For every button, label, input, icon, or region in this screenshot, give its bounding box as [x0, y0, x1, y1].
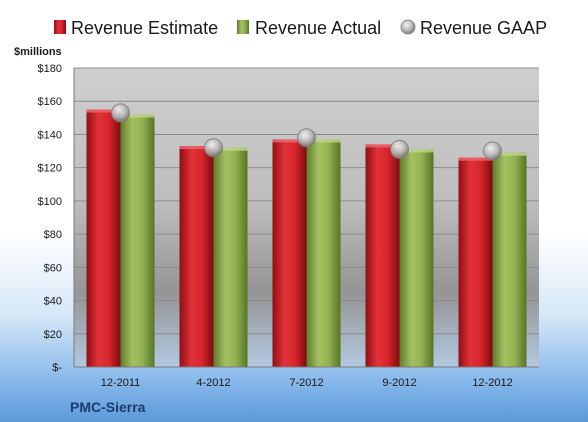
bar-revenue-actual	[399, 149, 434, 367]
bar-revenue-actual-cap	[306, 139, 341, 143]
y-tick-label: $20	[44, 329, 62, 341]
y-tick-label: $-	[52, 362, 62, 374]
bar-revenue-estimate-cap	[179, 146, 214, 150]
x-axis-tick-labels: 12-2011 4-2012 7-2012 9-2012 12-2012	[101, 377, 513, 389]
bars	[86, 109, 527, 368]
x-tick-label: 9-2012	[382, 377, 416, 389]
bar-revenue-actual	[213, 147, 248, 367]
x-tick-label: 4-2012	[196, 377, 230, 389]
bar-revenue-estimate-cap	[365, 144, 400, 148]
bar-revenue-actual-cap	[213, 147, 248, 151]
bar-revenue-actual-cap	[120, 114, 155, 118]
bar-revenue-estimate	[272, 139, 307, 367]
marker-revenue-gaap	[297, 128, 316, 148]
bar-revenue-actual	[492, 152, 527, 367]
company-name: PMC-Sierra	[70, 399, 146, 415]
legend-label-gaap: Revenue GAAP	[420, 18, 547, 38]
bar-revenue-estimate	[365, 144, 400, 367]
x-tick-label: 12-2011	[101, 377, 141, 389]
y-tick-label: $180	[38, 63, 62, 75]
y-axis-tick-labels: $- $20 $40 $60 $80 $100 $120 $140 $160 $180	[38, 63, 63, 374]
marker-revenue-gaap	[390, 139, 409, 159]
bar-revenue-estimate	[86, 109, 121, 368]
marker-revenue-gaap	[483, 141, 502, 161]
y-tick-label: $40	[44, 296, 62, 308]
x-tick-label: 12-2012	[472, 377, 512, 389]
legend-item-revenue-gaap: Revenue GAAP	[400, 18, 547, 38]
bar-revenue-actual-cap	[399, 149, 434, 153]
legend-item-revenue-actual: Revenue Actual	[237, 18, 381, 38]
legend: Revenue Estimate Revenue Actual Revenue …	[54, 18, 547, 38]
legend-item-revenue-estimate: Revenue Estimate	[54, 18, 218, 38]
bar-revenue-estimate-cap	[458, 157, 493, 161]
y-tick-label: $60	[44, 262, 62, 274]
bar-revenue-estimate	[179, 146, 214, 367]
y-unit-label: $millions	[14, 46, 62, 58]
bar-revenue-actual-cap	[492, 152, 527, 156]
x-tick-label: 7-2012	[289, 377, 323, 389]
legend-label-actual: Revenue Actual	[255, 18, 381, 38]
y-tick-label: $80	[44, 229, 62, 241]
marker-revenue-gaap	[204, 138, 223, 158]
bar-revenue-actual	[306, 139, 341, 367]
y-tick-label: $160	[38, 96, 62, 108]
gaap-markers	[111, 103, 502, 161]
bar-revenue-estimate-cap	[86, 109, 121, 113]
marker-revenue-gaap	[111, 103, 130, 123]
legend-swatch-estimate	[54, 20, 66, 34]
bar-revenue-estimate	[458, 157, 493, 367]
legend-swatch-actual	[237, 20, 249, 34]
y-tick-label: $120	[38, 163, 62, 175]
y-tick-label: $140	[38, 129, 62, 141]
bar-revenue-estimate-cap	[272, 139, 307, 143]
legend-marker-gaap	[400, 19, 416, 35]
y-tick-label: $100	[38, 196, 62, 208]
bar-revenue-actual	[120, 114, 155, 367]
legend-label-estimate: Revenue Estimate	[71, 18, 218, 38]
